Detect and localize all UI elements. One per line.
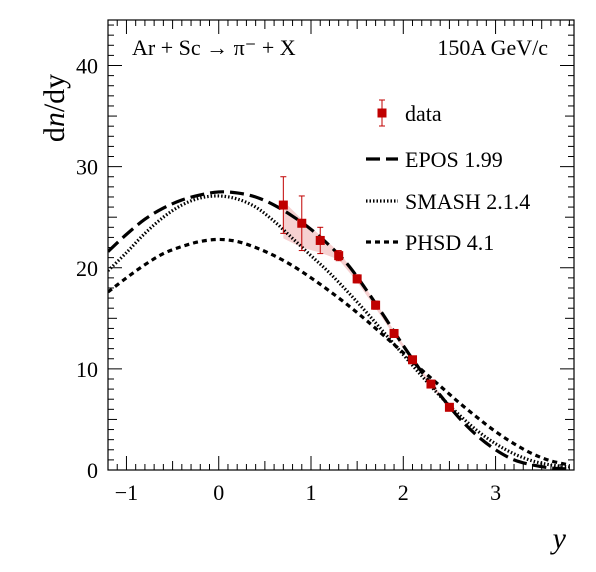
data-point bbox=[334, 251, 344, 261]
y-tick-label: 10 bbox=[76, 357, 98, 382]
series-line-phsd bbox=[108, 237, 570, 467]
legend: data EPOS 1.99 SMASH 2.1.4 PHSD 4.1 bbox=[366, 99, 530, 255]
x-tick-label: 0 bbox=[213, 480, 224, 505]
data-point bbox=[315, 235, 325, 245]
y-axis-title-part-1: n bbox=[38, 112, 71, 127]
series-line-smash bbox=[108, 194, 570, 469]
data-band bbox=[283, 201, 450, 410]
x-tick-label: −1 bbox=[115, 480, 138, 505]
data-point bbox=[389, 328, 399, 338]
legend-label-0: data bbox=[405, 101, 442, 126]
series-line-epos bbox=[108, 190, 570, 470]
data-point bbox=[352, 274, 362, 284]
y-tick-label: 40 bbox=[76, 54, 98, 79]
legend-label-2: SMASH 2.1.4 bbox=[405, 189, 530, 214]
y-axis-title-part-0: d bbox=[38, 127, 71, 142]
y-axis-title: dn/dy bbox=[38, 74, 71, 142]
legend-label-1: EPOS 1.99 bbox=[405, 147, 503, 172]
plot-frame bbox=[107, 19, 575, 471]
legend-marker-data bbox=[377, 108, 387, 118]
reaction-annotation: Ar + Sc → π⁻ + X bbox=[132, 35, 296, 60]
x-tick-label: 2 bbox=[398, 480, 409, 505]
y-tick-label: 0 bbox=[87, 458, 98, 483]
axis-ticks bbox=[107, 20, 574, 471]
data-point bbox=[371, 300, 381, 310]
x-tick-label: 3 bbox=[490, 480, 501, 505]
x-axis-title: y bbox=[550, 522, 567, 555]
y-tick-label: 20 bbox=[76, 256, 98, 281]
y-tick-label: 30 bbox=[76, 155, 98, 180]
data-points bbox=[278, 176, 454, 412]
x-tick-label: 1 bbox=[306, 480, 317, 505]
energy-annotation: 150A GeV/c bbox=[437, 35, 548, 60]
data-point bbox=[297, 218, 307, 228]
model-curves bbox=[108, 190, 570, 470]
y-axis-title-part-2: /dy bbox=[38, 74, 71, 112]
data-uncertainty-band bbox=[283, 201, 450, 410]
data-point bbox=[278, 200, 288, 210]
legend-label-3: PHSD 4.1 bbox=[405, 230, 494, 255]
data-point bbox=[426, 379, 436, 389]
data-point bbox=[444, 402, 454, 412]
data-point bbox=[408, 355, 418, 365]
